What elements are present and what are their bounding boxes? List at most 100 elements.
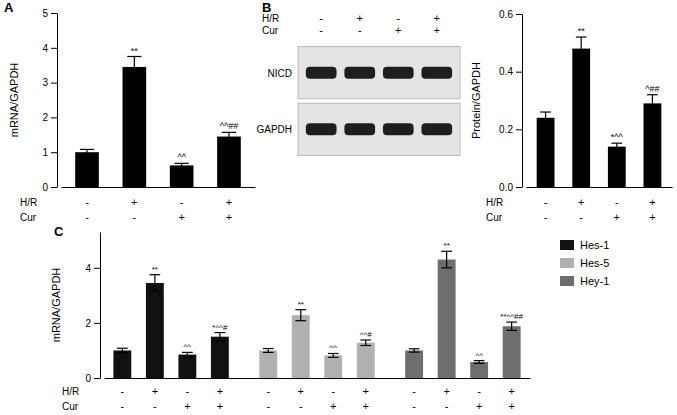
- y-tick-mark: [94, 323, 100, 324]
- y-tick-label: 0: [42, 182, 48, 193]
- significance: *^^#: [212, 323, 228, 332]
- condition-sign: +: [363, 385, 369, 397]
- blot-band: [383, 123, 414, 135]
- significance: ^##: [645, 84, 659, 94]
- plot-area: [75, 57, 241, 188]
- error-cap: [441, 251, 452, 252]
- error-cap: [80, 149, 94, 150]
- error-bar: [295, 310, 306, 321]
- y-tick: 0.6: [499, 9, 522, 20]
- bar: [470, 362, 488, 378]
- condition-sign: +: [614, 211, 620, 223]
- error-cap: [117, 348, 128, 349]
- bar: [170, 165, 194, 187]
- error-cap: [611, 149, 622, 150]
- error-line: [652, 95, 653, 112]
- condition-sign: +: [434, 12, 440, 24]
- error-cap: [647, 111, 658, 112]
- error-line: [228, 132, 229, 140]
- condition-sign: +: [363, 400, 369, 412]
- condition-sign: -: [544, 211, 548, 223]
- error-cap: [328, 353, 339, 354]
- error-bar: [117, 348, 128, 352]
- condition-sign: +: [131, 196, 137, 208]
- error-line: [122, 348, 123, 352]
- y-tick: 2: [42, 112, 57, 123]
- condition-sign: -: [579, 211, 583, 223]
- y-tick: 4: [42, 43, 57, 54]
- error-bar: [540, 112, 551, 124]
- legend-label: Hes-1: [580, 239, 609, 251]
- bar: [178, 355, 196, 378]
- error-cap: [222, 132, 236, 133]
- error-cap: [360, 345, 371, 346]
- condition-sign: -: [121, 400, 125, 412]
- y-axis: 024: [85, 233, 100, 384]
- error-line: [545, 112, 546, 124]
- error-cap: [214, 340, 225, 341]
- y-tick-label: 2: [85, 318, 91, 329]
- y-tick-label: 4: [42, 43, 48, 54]
- bar: [259, 350, 277, 378]
- error-cap: [409, 352, 420, 353]
- bar: [503, 326, 521, 378]
- y-tick-mark: [94, 378, 100, 379]
- bar: [146, 283, 164, 378]
- error-cap: [80, 154, 94, 155]
- error-cap: [263, 352, 274, 353]
- y-tick-mark: [516, 14, 522, 15]
- error-bar: [409, 349, 420, 352]
- x-axis-line: [527, 187, 673, 188]
- significance: ^^: [329, 343, 337, 352]
- error-cap: [175, 163, 189, 164]
- blot-strip: [298, 103, 460, 155]
- error-cap: [263, 348, 274, 349]
- error-bar: [328, 353, 339, 357]
- y-tick-label: 0.4: [499, 66, 513, 77]
- bar: [113, 350, 131, 378]
- error-cap: [441, 267, 452, 268]
- condition-sign: -: [266, 400, 270, 412]
- y-tick-mark: [516, 187, 522, 188]
- error-line: [581, 37, 582, 60]
- condition-sign: +: [330, 400, 336, 412]
- condition-sign: -: [180, 196, 184, 208]
- y-tick: 2: [85, 318, 100, 329]
- y-tick-label: 4: [85, 263, 91, 274]
- error-bar: [611, 143, 622, 150]
- error-cap: [182, 356, 193, 357]
- legend-label: Hes-5: [580, 257, 609, 269]
- condition-sign: -: [85, 211, 89, 223]
- y-tick: 0.4: [499, 66, 522, 77]
- bar: [405, 350, 423, 378]
- blot-row-label: GAPDH: [256, 124, 292, 135]
- condition-sign: +: [508, 400, 514, 412]
- error-line: [154, 275, 155, 292]
- error-bar: [222, 132, 236, 140]
- y-tick: 0.2: [499, 124, 522, 135]
- y-tick: 0.0: [499, 182, 522, 193]
- error-cap: [175, 167, 189, 168]
- error-line: [616, 143, 617, 150]
- significance: ^^: [184, 342, 192, 351]
- panel: 0.00.20.40.6Protein/GAPDH***^^^##H/R-+-+…: [256, 0, 672, 223]
- bar: [123, 67, 147, 187]
- bar: [608, 147, 626, 187]
- y-tick-label: 3: [42, 77, 48, 88]
- error-line: [187, 352, 188, 356]
- bar: [644, 103, 662, 187]
- bar: [324, 355, 342, 378]
- condition-sign: -: [319, 12, 323, 24]
- condition-sign: -: [319, 24, 323, 36]
- y-tick-label: 0.2: [499, 124, 513, 135]
- figure: 012345mRNA/GAPDH**^^^^##H/R-+-+Cur--++A0…: [0, 0, 677, 415]
- error-cap: [328, 357, 339, 358]
- y-tick: 4: [85, 263, 100, 274]
- error-cap: [576, 60, 587, 61]
- condition-name: Cur: [62, 401, 79, 412]
- error-bar: [441, 251, 452, 268]
- significance: ^^: [475, 351, 483, 360]
- condition-name: Cur: [486, 212, 503, 223]
- condition-sign: +: [578, 196, 584, 208]
- error-cap: [360, 339, 371, 340]
